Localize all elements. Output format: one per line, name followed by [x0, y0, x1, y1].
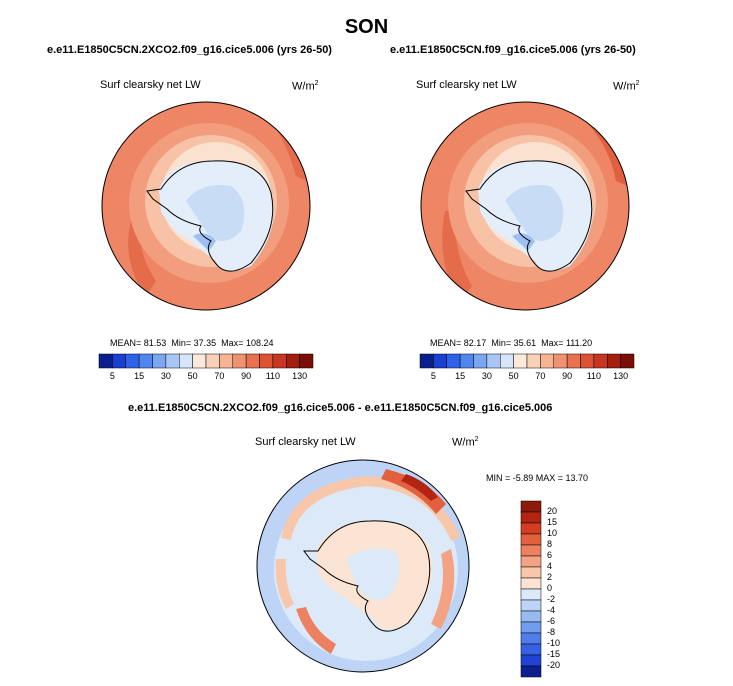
diff-colorbar-swatch	[520, 533, 542, 546]
diff-units: W/m2	[452, 436, 479, 449]
diff-colorbar-tick-label: 8	[547, 539, 553, 549]
colorbar-tick-label: 30	[160, 371, 171, 381]
colorbar-swatch	[299, 353, 314, 369]
panel-1-title: e.e11.E1850C5CN.2XCO2.f09_g16.cice5.006 …	[47, 44, 332, 56]
diff-colorbar-swatch	[520, 500, 542, 513]
diff-colorbar-swatch	[520, 654, 542, 667]
diff-colorbar-swatch	[520, 511, 542, 524]
diff-colorbar-tick-label: -6	[547, 616, 556, 626]
panel-1-units: W/m2	[292, 80, 319, 93]
colorbar-swatch	[98, 353, 113, 369]
diff-colorbar-tick-label: 20	[547, 506, 558, 516]
colorbar-swatch	[219, 353, 233, 369]
diff-colorbar-swatch	[520, 599, 542, 612]
diff-colorbar-swatch	[520, 621, 542, 634]
diff-colorbar-tick-label: 0	[547, 583, 553, 593]
colorbar-swatch	[232, 353, 247, 369]
diff-colorbar-swatch	[520, 610, 542, 623]
colorbar-swatch	[486, 353, 501, 369]
panel-1-variable-label: Surf clearsky net LW	[100, 79, 201, 91]
diff-colorbar-swatch	[520, 522, 542, 535]
colorbar-swatch	[192, 353, 207, 369]
colorbar-swatch	[138, 353, 153, 369]
colorbar-swatch	[286, 353, 300, 369]
diff-colorbar	[520, 500, 542, 678]
colorbar-swatch	[500, 353, 514, 369]
panel-2-colorbar	[419, 353, 635, 369]
colorbar-tick-label: 110	[265, 371, 281, 381]
diff-colorbar-swatch	[520, 577, 542, 590]
diff-colorbar-tick-label: -4	[547, 605, 556, 615]
diff-colorbar-swatch	[520, 555, 542, 568]
colorbar-swatch	[205, 353, 220, 369]
diff-colorbar-tick-label: 4	[547, 561, 553, 571]
panel-1-stats: MEAN= 81.53 Min= 37.35 Max= 108.24	[110, 338, 274, 348]
diff-panel-title: e.e11.E1850C5CN.2XCO2.f09_g16.cice5.006 …	[128, 402, 553, 414]
diff-colorbar-tick-label: -10	[547, 638, 561, 648]
diff-colorbar-swatch	[520, 588, 542, 601]
colorbar-tick-label: 30	[481, 371, 492, 381]
antarctica-coastline	[146, 160, 274, 272]
diff-colorbar-tick-label: 6	[547, 550, 553, 560]
colorbar-tick-label: 5	[430, 371, 436, 381]
colorbar-swatch	[245, 353, 260, 369]
diff-map	[256, 459, 470, 673]
colorbar-swatch	[593, 353, 608, 369]
colorbar-tick-label: 5	[109, 371, 115, 381]
colorbar-tick-label: 15	[134, 371, 145, 381]
diff-minmax: MIN = -5.89 MAX = 13.70	[486, 473, 589, 483]
diff-colorbar-tick-label: -20	[547, 660, 561, 670]
colorbar-swatch	[433, 353, 447, 369]
diff-colorbar-tick-label: 2	[547, 572, 553, 582]
colorbar-tick-label: 130	[292, 371, 308, 381]
colorbar-swatch	[152, 353, 167, 369]
diff-colorbar-tick-label: -2	[547, 594, 556, 604]
colorbar-swatch	[459, 353, 474, 369]
diff-colorbar-swatch	[520, 643, 542, 656]
colorbar-tick-label: 15	[455, 371, 466, 381]
panel-2-title: e.e11.E1850C5CN.f09_g16.cice5.006 (yrs 2…	[390, 44, 636, 56]
colorbar-swatch	[580, 353, 595, 369]
colorbar-tick-label: 90	[562, 371, 573, 381]
colorbar-swatch	[513, 353, 528, 369]
panel-2-stats: MEAN= 82.17 Min= 35.61 Max= 111.20	[430, 338, 593, 348]
colorbar-swatch	[620, 353, 635, 369]
colorbar-swatch	[566, 353, 581, 369]
colorbar-tick-label: 110	[586, 371, 602, 381]
panel-2-map	[420, 101, 630, 311]
colorbar-swatch	[419, 353, 434, 369]
colorbar-tick-label: 130	[613, 371, 629, 381]
colorbar-swatch	[272, 353, 287, 369]
colorbar-swatch	[540, 353, 554, 369]
diff-colorbar-tick-label: 10	[547, 528, 558, 538]
panel-1-map	[101, 101, 311, 311]
diff-colorbar-swatch	[520, 566, 542, 579]
colorbar-swatch	[553, 353, 568, 369]
colorbar-swatch	[526, 353, 541, 369]
diff-variable-label: Surf clearsky net LW	[255, 436, 356, 448]
colorbar-tick-label: 50	[187, 371, 198, 381]
colorbar-swatch	[125, 353, 140, 369]
colorbar-tick-label: 70	[214, 371, 225, 381]
colorbar-tick-label: 90	[241, 371, 252, 381]
colorbar-swatch	[179, 353, 193, 369]
panel-1-colorbar	[98, 353, 314, 369]
colorbar-swatch	[607, 353, 621, 369]
diff-colorbar-tick-label: -15	[547, 649, 561, 659]
diff-colorbar-swatch	[520, 544, 542, 557]
panel-2-variable-label: Surf clearsky net LW	[416, 79, 517, 91]
diff-colorbar-swatch	[520, 632, 542, 645]
diff-colorbar-tick-label: -8	[547, 627, 556, 637]
colorbar-swatch	[112, 353, 126, 369]
diff-colorbar-swatch	[520, 665, 542, 678]
colorbar-tick-label: 50	[508, 371, 519, 381]
colorbar-swatch	[165, 353, 180, 369]
page-title: SON	[344, 16, 389, 38]
panel-2-units: W/m2	[613, 80, 640, 93]
diff-colorbar-tick-label: 15	[547, 517, 558, 527]
colorbar-tick-label: 70	[535, 371, 546, 381]
colorbar-swatch	[259, 353, 274, 369]
colorbar-swatch	[446, 353, 461, 369]
colorbar-swatch	[473, 353, 488, 369]
